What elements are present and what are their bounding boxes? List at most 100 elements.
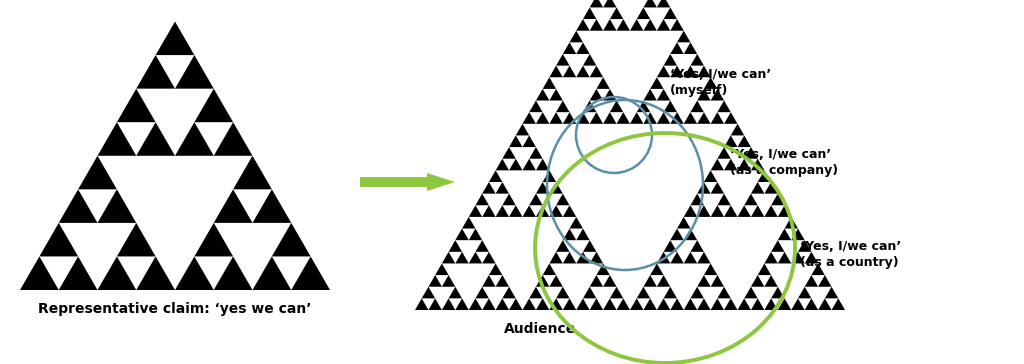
Polygon shape (737, 135, 751, 147)
Polygon shape (536, 275, 549, 287)
Polygon shape (637, 7, 650, 19)
Polygon shape (583, 100, 596, 112)
Polygon shape (475, 287, 488, 298)
Polygon shape (509, 298, 522, 310)
Polygon shape (616, 19, 630, 31)
Polygon shape (590, 112, 603, 124)
Polygon shape (563, 112, 577, 124)
Polygon shape (556, 240, 569, 252)
Polygon shape (117, 89, 156, 122)
Polygon shape (456, 229, 469, 240)
Polygon shape (253, 189, 291, 223)
Polygon shape (577, 66, 590, 77)
Polygon shape (684, 205, 697, 217)
Polygon shape (697, 112, 711, 124)
Polygon shape (690, 194, 703, 205)
Polygon shape (577, 112, 590, 124)
Polygon shape (792, 252, 805, 264)
Polygon shape (751, 275, 764, 287)
Polygon shape (671, 252, 684, 264)
Polygon shape (603, 0, 616, 7)
Polygon shape (737, 298, 751, 310)
Text: ‘Yes, I/we can’
(as a company): ‘Yes, I/we can’ (as a company) (730, 148, 838, 177)
Polygon shape (482, 275, 496, 287)
Polygon shape (442, 252, 456, 264)
Polygon shape (556, 100, 569, 112)
Polygon shape (630, 19, 643, 31)
Polygon shape (536, 159, 549, 170)
Polygon shape (656, 112, 671, 124)
Polygon shape (556, 194, 569, 205)
Polygon shape (764, 205, 778, 217)
Polygon shape (697, 182, 711, 194)
Polygon shape (596, 264, 610, 275)
Polygon shape (711, 89, 724, 100)
Polygon shape (522, 205, 536, 217)
Polygon shape (711, 159, 724, 170)
Polygon shape (656, 298, 671, 310)
Polygon shape (771, 240, 784, 252)
Polygon shape (549, 252, 563, 264)
Polygon shape (637, 287, 650, 298)
Polygon shape (435, 264, 449, 275)
Polygon shape (643, 275, 656, 287)
Polygon shape (751, 182, 764, 194)
Polygon shape (724, 135, 737, 147)
Polygon shape (630, 112, 643, 124)
Polygon shape (610, 287, 624, 298)
Polygon shape (637, 100, 650, 112)
Polygon shape (764, 182, 778, 194)
Polygon shape (156, 21, 195, 55)
Polygon shape (650, 77, 664, 89)
Polygon shape (20, 257, 58, 290)
Polygon shape (563, 298, 577, 310)
Polygon shape (503, 287, 516, 298)
Polygon shape (456, 252, 469, 264)
Polygon shape (664, 240, 677, 252)
Polygon shape (711, 112, 724, 124)
Polygon shape (233, 156, 272, 189)
Polygon shape (583, 7, 596, 19)
Polygon shape (664, 54, 677, 66)
Polygon shape (503, 194, 516, 205)
Polygon shape (744, 194, 758, 205)
Polygon shape (711, 298, 724, 310)
Polygon shape (360, 173, 455, 191)
Polygon shape (442, 275, 456, 287)
Polygon shape (78, 156, 117, 189)
Polygon shape (39, 223, 78, 257)
Polygon shape (496, 205, 509, 217)
Polygon shape (724, 205, 737, 217)
Polygon shape (744, 287, 758, 298)
Polygon shape (496, 275, 509, 287)
Text: Representative claim: ‘yes we can’: Representative claim: ‘yes we can’ (38, 302, 311, 316)
Polygon shape (456, 298, 469, 310)
Polygon shape (697, 252, 711, 264)
Polygon shape (656, 275, 671, 287)
Polygon shape (136, 122, 175, 156)
Polygon shape (811, 264, 825, 275)
Polygon shape (603, 112, 616, 124)
Polygon shape (671, 229, 684, 240)
Polygon shape (577, 298, 590, 310)
Polygon shape (798, 240, 811, 252)
Polygon shape (583, 240, 596, 252)
Polygon shape (569, 217, 583, 229)
Polygon shape (422, 287, 435, 298)
Polygon shape (496, 159, 509, 170)
Polygon shape (697, 298, 711, 310)
Polygon shape (664, 100, 677, 112)
Polygon shape (536, 298, 549, 310)
Polygon shape (718, 287, 731, 298)
Polygon shape (616, 112, 630, 124)
Polygon shape (771, 287, 784, 298)
Polygon shape (488, 170, 503, 182)
Polygon shape (590, 66, 603, 77)
Polygon shape (536, 112, 549, 124)
Polygon shape (549, 112, 563, 124)
Polygon shape (549, 66, 563, 77)
Polygon shape (643, 0, 656, 7)
Polygon shape (529, 287, 543, 298)
Polygon shape (563, 42, 577, 54)
Polygon shape (684, 252, 697, 264)
